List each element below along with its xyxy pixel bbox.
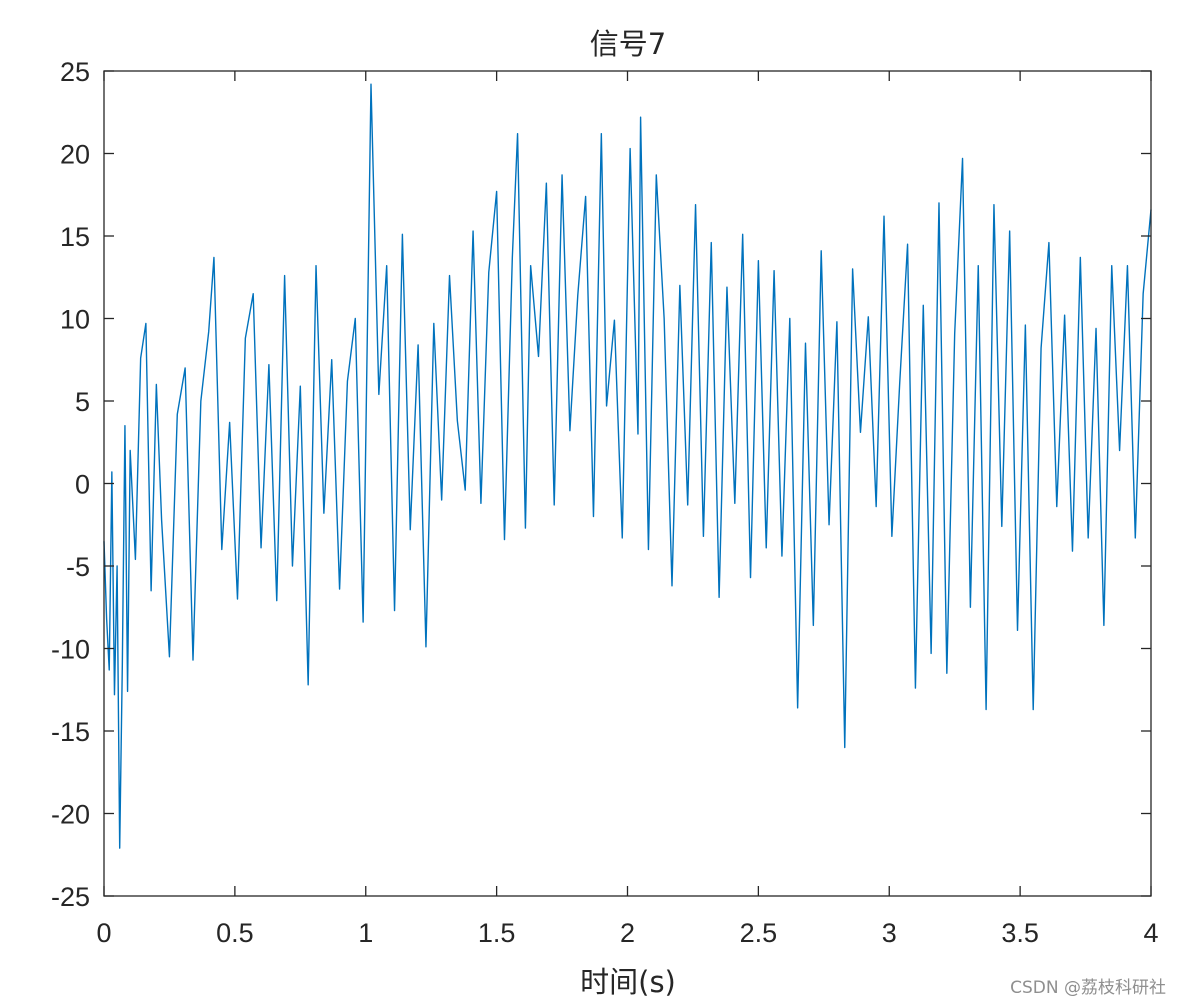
y-tick-label: 15: [60, 222, 90, 252]
x-tick-label: 2.5: [740, 918, 778, 948]
x-tick-label: 0.5: [216, 918, 254, 948]
series-layer: [103, 83, 1152, 849]
y-tick-label: -20: [51, 800, 90, 830]
x-tick-label: 4: [1143, 918, 1158, 948]
x-tick-label: 2: [620, 918, 635, 948]
x-tick-label: 1: [358, 918, 373, 948]
x-tick-label: 3.5: [1001, 918, 1039, 948]
y-tick-label: -5: [66, 552, 90, 582]
y-tick-label: 20: [60, 140, 90, 170]
y-tick-label: -25: [51, 882, 90, 912]
y-tick-label: 0: [75, 470, 90, 500]
x-tick-label: 3: [882, 918, 897, 948]
x-tick-label: 0: [96, 918, 111, 948]
series-line-0: [103, 83, 1152, 849]
y-tick-label: -15: [51, 717, 90, 747]
y-tick-label: 25: [60, 57, 90, 87]
chart-title: 信号7: [590, 27, 666, 61]
y-tick-label: 5: [75, 387, 90, 417]
x-tick-label: 1.5: [478, 918, 516, 948]
plot-area: [104, 71, 1151, 896]
y-tick-label: 10: [60, 305, 90, 335]
x-axis-label: 时间(s): [580, 965, 676, 999]
y-tick-label: -10: [51, 635, 90, 665]
ticks-layer: 0 0.5 1 1.5 2 2.5 3 3.5 4 25 20 15 10 5 0 -5 -10 -15 -20 -2…: [51, 57, 1159, 948]
watermark: CSDN @荔枝科研社: [1010, 978, 1166, 998]
